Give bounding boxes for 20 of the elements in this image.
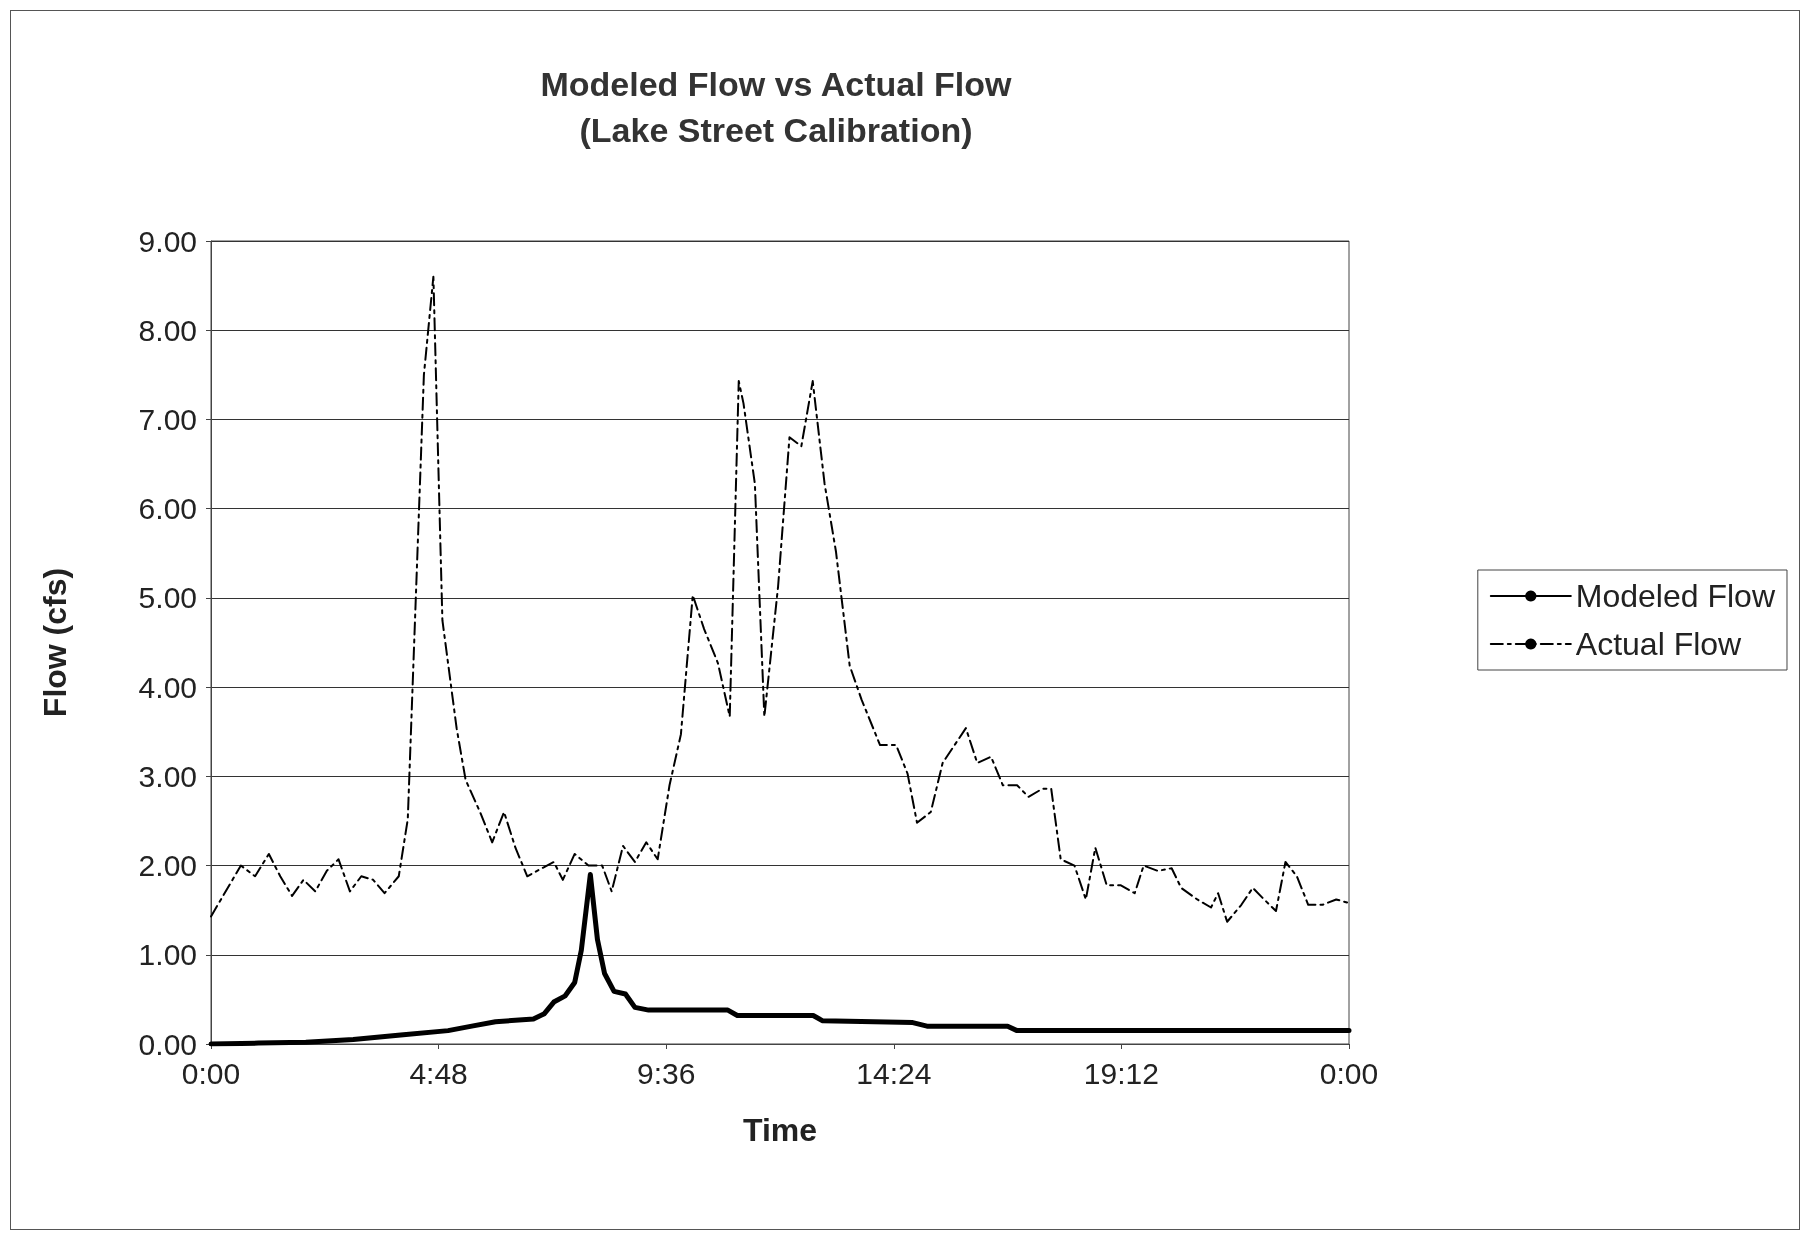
y-tick-label: 7.00 [138, 402, 197, 436]
x-tick-label: 9:36 [637, 1056, 696, 1090]
x-tick-label: 14:24 [856, 1056, 932, 1090]
y-axis-title: Flow (cfs) [37, 567, 73, 718]
chart-title: Modeled Flow vs Actual Flow (Lake Street Calibration) [540, 65, 1013, 149]
x-tick-label: 19:12 [1083, 1056, 1159, 1090]
y-tick-label: 6.00 [138, 492, 197, 526]
x-tick-label: 4:48 [409, 1056, 468, 1090]
y-tick-label: 2.00 [138, 849, 197, 883]
legend-label: Actual Flow [1575, 626, 1743, 662]
y-tick-label: 8.00 [138, 313, 197, 347]
y-tick-label: 5.00 [138, 581, 197, 615]
x-axis-title: Time [742, 1112, 818, 1148]
x-tick-label: 0:00 [1319, 1056, 1379, 1090]
y-tick-label: 9.00 [138, 224, 197, 258]
legend-label: Modeled Flow [1575, 578, 1776, 614]
y-tick-label: 3.00 [138, 759, 197, 793]
line-series [210, 275, 1350, 923]
y-tick-label: 1.00 [138, 938, 197, 972]
y-tick-label: 4.00 [138, 670, 197, 704]
